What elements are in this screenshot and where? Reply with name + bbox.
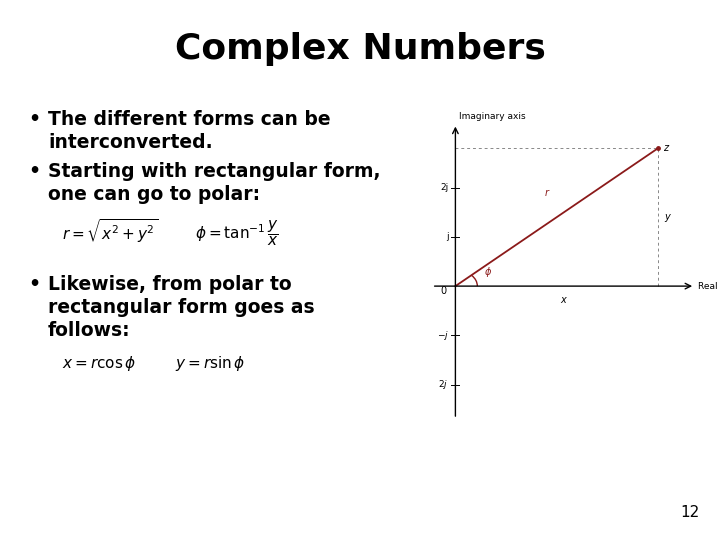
Text: $2j$: $2j$: [438, 378, 449, 391]
Text: interconverted.: interconverted.: [48, 133, 212, 152]
Text: rectangular form goes as: rectangular form goes as: [48, 298, 315, 317]
Text: $r = \sqrt{x^2 + y^2}$: $r = \sqrt{x^2 + y^2}$: [62, 218, 158, 245]
Text: 2j: 2j: [441, 183, 449, 192]
Text: y: y: [665, 212, 670, 222]
Text: Real axis: Real axis: [698, 282, 720, 291]
Text: $-j$: $-j$: [436, 329, 449, 342]
Text: follows:: follows:: [48, 321, 130, 340]
Text: r: r: [544, 187, 549, 198]
Text: $\phi = \tan^{-1}\dfrac{y}{x}$: $\phi = \tan^{-1}\dfrac{y}{x}$: [195, 218, 279, 248]
Text: x: x: [561, 295, 566, 305]
Text: one can go to polar:: one can go to polar:: [48, 185, 260, 204]
Text: Imaginary axis: Imaginary axis: [459, 112, 526, 122]
Text: •: •: [28, 110, 40, 129]
Text: 0: 0: [440, 286, 446, 296]
Text: The different forms can be: The different forms can be: [48, 110, 330, 129]
Text: 12: 12: [680, 505, 700, 520]
Text: $x = r\cos\phi$: $x = r\cos\phi$: [62, 354, 136, 373]
Text: •: •: [28, 162, 40, 181]
Text: j: j: [446, 232, 449, 241]
Text: $\phi$: $\phi$: [484, 265, 492, 279]
Text: •: •: [28, 275, 40, 294]
Text: Complex Numbers: Complex Numbers: [174, 32, 546, 66]
Text: z: z: [663, 143, 668, 153]
Text: Starting with rectangular form,: Starting with rectangular form,: [48, 162, 380, 181]
Text: $y = r\sin\phi$: $y = r\sin\phi$: [175, 354, 246, 373]
Text: Likewise, from polar to: Likewise, from polar to: [48, 275, 292, 294]
